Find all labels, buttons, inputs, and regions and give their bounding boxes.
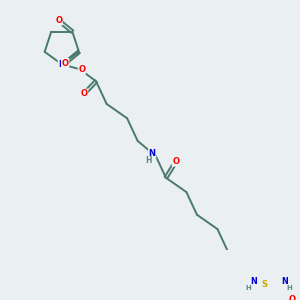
Text: O: O bbox=[288, 295, 295, 300]
Text: N: N bbox=[250, 277, 256, 286]
Text: S: S bbox=[261, 280, 267, 289]
Text: N: N bbox=[58, 60, 65, 69]
Text: O: O bbox=[81, 89, 88, 98]
Text: O: O bbox=[62, 58, 69, 68]
Text: O: O bbox=[172, 157, 179, 166]
Text: H: H bbox=[245, 286, 251, 292]
Text: O: O bbox=[55, 16, 62, 25]
Text: N: N bbox=[148, 149, 156, 158]
Text: N: N bbox=[281, 277, 288, 286]
Text: H: H bbox=[286, 286, 292, 292]
Text: H: H bbox=[145, 156, 152, 165]
Text: O: O bbox=[78, 65, 85, 74]
